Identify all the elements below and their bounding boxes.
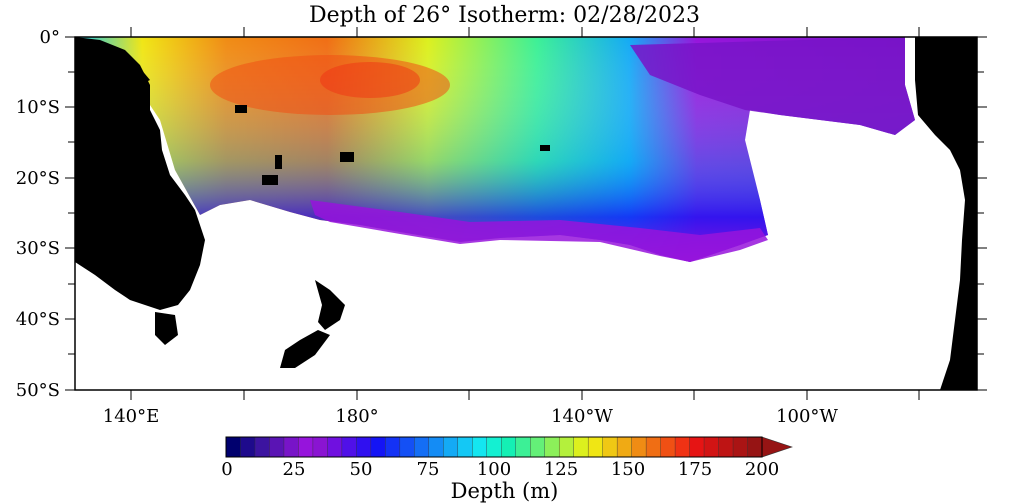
- colorbar-swatch: [472, 436, 488, 458]
- land-masses: [75, 37, 977, 390]
- fiji-islands: [340, 152, 354, 162]
- new-guinea-landmass: [95, 50, 150, 85]
- solomon-islands: [235, 105, 247, 113]
- new-caledonia-island: [262, 175, 278, 185]
- colorbar-swatch: [645, 436, 662, 458]
- colorbar-swatch: [587, 436, 604, 458]
- y-label-0: 0°: [39, 27, 60, 48]
- y-label-40s: 40°S: [15, 309, 60, 330]
- colorbar-swatch: [718, 436, 734, 458]
- colorbar-swatch: [414, 436, 430, 458]
- y-label-30s: 30°S: [15, 238, 60, 259]
- colorbar-swatch: [443, 436, 459, 458]
- colorbar-swatch: [631, 436, 647, 458]
- colorbar-swatch: [399, 436, 416, 458]
- x-label-140e: 140°E: [102, 406, 160, 427]
- south-america-landmass: [915, 37, 977, 390]
- colorbar-swatch: [573, 436, 589, 458]
- chart-title: Depth of 26° Isotherm: 02/28/2023: [309, 3, 700, 28]
- y-label-10s: 10°S: [15, 97, 60, 118]
- colorbar-swatch: [283, 436, 300, 458]
- colorbar-tick-100: 100: [476, 459, 512, 480]
- colorbar-overflow-arrow: [761, 436, 793, 458]
- tasmania-landmass: [155, 312, 178, 345]
- colorbar-swatch: [298, 436, 314, 458]
- colorbar: [225, 436, 793, 458]
- colorbar-tick-50: 50: [349, 459, 373, 480]
- nz-south-island: [280, 330, 330, 368]
- colorbar-swatch: [327, 436, 343, 458]
- colorbar-swatch: [747, 436, 763, 458]
- colorbar-swatch: [385, 436, 401, 458]
- colorbar-swatch: [674, 436, 691, 458]
- colorbar-swatch: [312, 436, 329, 458]
- colorbar-swatch: [457, 436, 473, 458]
- colorbar-swatch: [732, 436, 749, 458]
- colorbar-swatch: [558, 436, 575, 458]
- samoa-islands: [540, 145, 550, 151]
- x-label-180: 180°: [335, 406, 379, 427]
- x-label-140w: 140°W: [551, 406, 613, 427]
- australia-landmass: [75, 37, 205, 310]
- vanuatu-islands: [275, 155, 282, 169]
- colorbar-swatch: [225, 436, 242, 458]
- colorbar-swatch: [689, 436, 705, 458]
- colorbar-swatch: [616, 436, 633, 458]
- colorbar-swatch: [501, 436, 517, 458]
- lat-ticks: [65, 36, 987, 391]
- colorbar-tick-25: 25: [282, 459, 306, 480]
- colorbar-swatch: [240, 436, 256, 458]
- colorbar-tick-150: 150: [610, 459, 646, 480]
- y-label-20s: 20°S: [15, 168, 60, 189]
- colorbar-swatch: [341, 436, 358, 458]
- y-label-50s: 50°S: [15, 380, 60, 401]
- x-label-100w: 100°W: [776, 406, 838, 427]
- colorbar-title: Depth (m): [450, 479, 559, 503]
- nz-north-island: [315, 280, 345, 330]
- colorbar-swatch: [269, 436, 285, 458]
- colorbar-swatch: [660, 436, 676, 458]
- colorbar-swatch: [356, 436, 372, 458]
- colorbar-swatch: [254, 436, 271, 458]
- colorbar-swatch: [515, 436, 531, 458]
- colorbar-swatch: [544, 436, 560, 458]
- colorbar-swatch: [602, 436, 618, 458]
- colorbar-swatch: [370, 436, 387, 458]
- colorbar-tick-125: 125: [543, 459, 579, 480]
- colorbar-border: [225, 436, 763, 458]
- colorbar-swatch: [703, 436, 720, 458]
- data-field: [75, 37, 915, 262]
- colorbar-swatch: [428, 436, 444, 458]
- colorbar-tick-175: 175: [677, 459, 713, 480]
- lon-ticks: [130, 27, 920, 400]
- colorbar-tick-200: 200: [744, 459, 780, 480]
- colorbar-tick-75: 75: [416, 459, 440, 480]
- colorbar-tick-0: 0: [221, 459, 233, 480]
- colorbar-swatch: [486, 436, 502, 458]
- colorbar-swatch: [530, 436, 546, 458]
